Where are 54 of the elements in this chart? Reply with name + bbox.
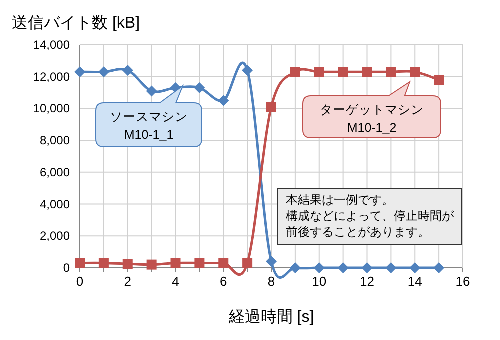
point — [194, 82, 206, 94]
point — [194, 258, 205, 268]
point — [314, 67, 324, 78]
x-tick-label: 10 — [312, 274, 327, 289]
point — [98, 66, 110, 78]
series-label: ソースマシン M10-1_1 — [110, 110, 188, 142]
point — [290, 262, 301, 274]
point — [98, 258, 109, 268]
point — [122, 259, 133, 270]
point — [410, 262, 421, 274]
point — [74, 66, 86, 78]
point — [290, 67, 300, 78]
point — [242, 258, 253, 268]
x-tick-label: 12 — [360, 274, 374, 289]
x-tick-label: 2 — [124, 274, 132, 289]
chart-title: 送信バイト数 [kB] — [12, 15, 140, 32]
y-tick-label: 10,000 — [33, 102, 70, 116]
x-tick-label: 6 — [220, 274, 228, 289]
y-tick-label: 14,000 — [33, 38, 70, 52]
point — [122, 64, 134, 76]
y-tick-label: 8,000 — [40, 134, 70, 148]
point — [314, 262, 325, 274]
point — [338, 67, 348, 78]
y-tick-label: 4,000 — [40, 197, 70, 212]
point — [434, 262, 445, 274]
x-axis-title: 経過時間 [s] — [228, 308, 314, 326]
point — [146, 86, 158, 97]
point — [386, 262, 397, 274]
point — [266, 256, 277, 268]
annotation: 本結果は一例です。構成などによって、停止時間が前後することがあります。 — [286, 193, 455, 239]
point — [146, 260, 157, 270]
point — [242, 64, 254, 76]
x-tick-label: 0 — [76, 274, 84, 289]
point — [266, 102, 276, 112]
point — [434, 75, 444, 86]
y-tick-label: 2,000 — [40, 229, 70, 244]
point — [338, 262, 349, 274]
x-tick-label: 8 — [268, 274, 276, 289]
note: 本結果は一例です。構成などによって、停止時間が前後することがあります。 — [278, 188, 462, 246]
point — [362, 262, 373, 274]
x-tick-label: 14 — [408, 274, 422, 289]
point — [75, 258, 85, 268]
series-label: ターゲットマシン M10-1_2 — [320, 103, 424, 135]
y-tick-label: 12,000 — [33, 70, 70, 84]
point — [386, 67, 396, 78]
x-tick-label: 16 — [456, 274, 470, 289]
point — [362, 67, 372, 78]
point — [410, 67, 420, 78]
point — [170, 258, 181, 268]
point — [218, 258, 229, 268]
y-tick-label: 0 — [63, 261, 70, 275]
y-tick-label: 6,000 — [40, 165, 70, 180]
point — [218, 95, 230, 106]
x-tick-label: 4 — [172, 274, 180, 289]
